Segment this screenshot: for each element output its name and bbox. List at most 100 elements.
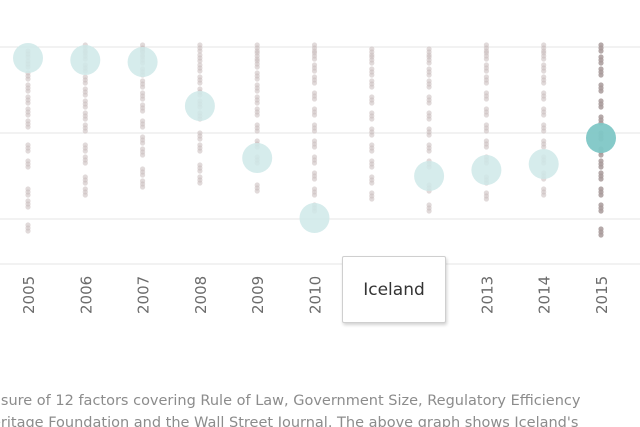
- iceland-points: [13, 43, 616, 233]
- iceland-point-2009: [242, 143, 273, 173]
- point-2013-7-2: [483, 80, 489, 86]
- tick-label-2014: 2014: [536, 276, 554, 314]
- point-2008-1-2: [197, 168, 203, 174]
- point-2009-8-2: [254, 64, 260, 70]
- point-2010-3-2: [311, 160, 318, 166]
- point-2007-7-2: [140, 84, 146, 90]
- point-2012-3-2: [426, 148, 432, 154]
- point-2015-3-2: [598, 176, 604, 182]
- point-2005-0-2: [25, 228, 31, 234]
- point-2010-6-2: [311, 112, 318, 118]
- point-2009-10-2: [254, 48, 260, 54]
- x-axis-tick-labels: 2005200620072008200920102011201220132014…: [20, 276, 611, 314]
- point-2010-8-2: [311, 80, 318, 86]
- iceland-point-2010: [299, 203, 330, 233]
- point-2007-1-2: [140, 172, 146, 178]
- point-2011-7-2: [369, 84, 375, 90]
- point-2013-4-2: [483, 128, 489, 134]
- point-2009-7-2: [254, 76, 260, 82]
- caption-line-1: asure of 12 factors covering Rule of Law…: [0, 393, 581, 409]
- caption: asure of 12 factors covering Rule of Law…: [0, 390, 640, 427]
- point-2005-9-2: [25, 76, 31, 82]
- iceland-point-2013: [471, 155, 502, 185]
- iceland-point-2008: [184, 91, 215, 121]
- point-2006-7-2: [82, 92, 88, 98]
- point-2010-10-2: [311, 56, 318, 62]
- point-2008-0-2: [197, 180, 203, 186]
- point-2011-2-2: [369, 164, 375, 170]
- point-2015-4-2: [598, 164, 604, 170]
- point-2005-5-2: [25, 124, 31, 130]
- iceland-point-2007: [127, 47, 158, 77]
- point-2011-10-2: [369, 52, 375, 58]
- point-2015-2-2: [598, 192, 604, 198]
- point-2007-3-2: [140, 140, 146, 146]
- point-2010-2-2: [311, 176, 318, 182]
- point-2006-4-2: [82, 128, 88, 134]
- iceland-point-2015: [586, 123, 616, 153]
- point-2014-4-2: [541, 128, 547, 134]
- tick-label-2013: 2013: [478, 276, 496, 314]
- tooltip-label: Iceland: [363, 279, 425, 300]
- iceland-point-2006: [70, 45, 101, 75]
- point-2015-0-2: [598, 232, 604, 238]
- point-2006-1-2: [82, 180, 88, 186]
- point-2010-7-2: [311, 96, 318, 102]
- tick-label-2006: 2006: [77, 276, 95, 314]
- point-2009-4-2: [254, 112, 260, 118]
- tick-label-2007: 2007: [135, 276, 153, 314]
- point-2015-8-2: [598, 104, 604, 110]
- scatter-chart: 2005200620072008200920102011201220132014…: [0, 42, 640, 314]
- point-2013-8-2: [483, 68, 489, 74]
- point-2014-5-2: [541, 112, 547, 118]
- point-2013-5-2: [483, 112, 489, 118]
- point-2010-4-2: [311, 144, 318, 150]
- point-2007-2-2: [140, 152, 146, 158]
- point-2006-5-2: [82, 116, 88, 122]
- point-2006-8-2: [82, 80, 88, 86]
- point-2011-6-2: [369, 100, 375, 106]
- point-2011-1-2: [369, 180, 375, 186]
- point-2013-3-2: [483, 144, 489, 150]
- point-2008-3-2: [197, 136, 203, 142]
- point-2010-5-2: [311, 128, 318, 134]
- point-2005-2-2: [25, 192, 31, 198]
- point-2014-10-2: [541, 48, 547, 54]
- iceland-point-2014: [528, 149, 559, 179]
- point-2012-7-2: [426, 84, 432, 90]
- point-2009-9-2: [254, 56, 260, 62]
- point-2006-3-2: [82, 148, 88, 154]
- point-2012-0-2: [426, 208, 432, 214]
- point-2014-9-2: [541, 56, 547, 62]
- point-2014-7-2: [541, 80, 547, 86]
- point-2015-1-2: [598, 208, 604, 214]
- point-2008-10-2: [197, 48, 203, 54]
- point-2015-12-2: [598, 48, 604, 54]
- point-2008-8-2: [197, 68, 203, 74]
- point-2005-7-2: [25, 100, 31, 106]
- point-2006-2-2: [82, 160, 88, 166]
- point-2007-5-2: [140, 108, 146, 114]
- point-2010-11-2: [311, 48, 318, 54]
- point-2014-8-2: [541, 68, 547, 74]
- point-2007-0-2: [140, 184, 146, 190]
- point-2005-8-2: [25, 88, 31, 94]
- point-2008-2-2: [197, 148, 203, 154]
- point-2007-6-2: [140, 96, 146, 102]
- point-2006-0-2: [82, 192, 88, 198]
- point-2009-5-2: [254, 100, 260, 106]
- iceland-point-2012: [414, 161, 445, 191]
- point-2005-3-2: [25, 164, 31, 170]
- tick-label-2015: 2015: [593, 276, 611, 314]
- point-2010-1-2: [311, 192, 318, 198]
- point-2011-8-2: [369, 72, 375, 78]
- point-2013-6-2: [483, 96, 489, 102]
- point-2011-3-2: [369, 148, 375, 154]
- point-2005-6-2: [25, 112, 31, 118]
- iceland-point-2005: [13, 43, 43, 73]
- tick-label-2009: 2009: [249, 276, 267, 314]
- point-2015-11-2: [598, 60, 604, 66]
- point-2005-1-2: [25, 204, 31, 210]
- point-2015-9-2: [598, 88, 604, 94]
- point-2013-0-2: [483, 196, 489, 202]
